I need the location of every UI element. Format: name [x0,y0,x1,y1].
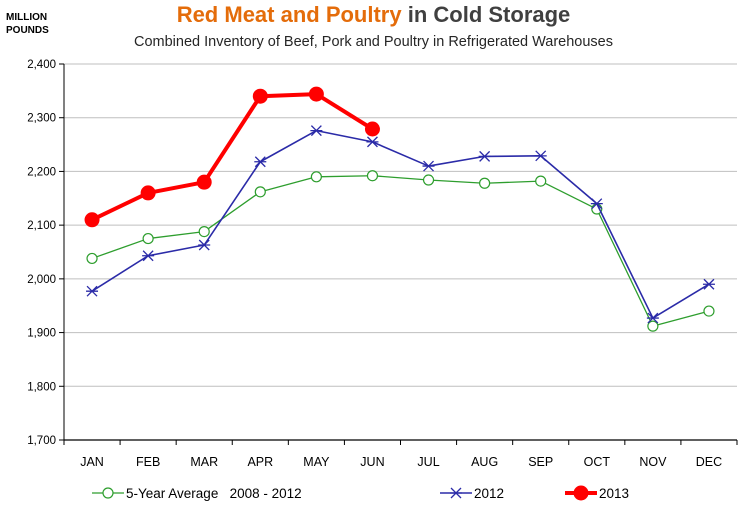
x-tick-label: FEB [136,455,160,469]
unit-line-2: POUNDS [6,25,49,36]
chart-title: Red Meat and Poultry in Cold Storage [0,2,747,28]
data-point-series-1 [254,156,267,168]
x-tick-label: MAR [190,455,218,469]
data-point-series-1 [702,278,715,290]
unit-line-1: MILLION [6,12,48,23]
y-tick-label: 2,200 [27,166,56,178]
y-axis-unit-label: MILLION POUNDS [6,11,60,37]
data-point-series-0 [310,171,322,183]
legend-marker [102,487,114,499]
data-point-series-1 [142,250,155,262]
x-tick-label: SEP [528,455,553,469]
data-point-series-2 [308,86,324,102]
data-point-series-0 [535,175,547,187]
data-point-series-2 [140,185,156,201]
data-point-series-2 [196,174,212,190]
data-point-series-1 [422,160,435,172]
legend-label: 5-Year Average 2008 - 2012 [126,486,302,501]
x-tick-label: JAN [80,455,104,469]
data-point-series-0 [366,170,379,182]
x-tick-label: JUL [417,455,439,469]
x-tick-label: DEC [696,455,722,469]
data-point-series-1 [590,198,603,210]
data-point-series-1 [366,136,379,148]
data-point-series-2 [364,121,380,137]
chart-subtitle: Combined Inventory of Beef, Pork and Pou… [133,34,614,50]
data-point-series-1 [310,125,323,137]
data-point-series-1 [86,285,99,297]
x-tick-label: OCT [584,455,611,469]
x-tick-label: NOV [639,455,667,469]
y-tick-label: 1,800 [27,381,56,393]
series-line-0 [91,175,710,327]
data-point-series-0 [422,174,435,186]
legend-label: 2012 [474,486,504,501]
y-tick-label: 1,900 [27,328,56,340]
series-line-2 [91,92,374,222]
data-point-series-0 [479,177,491,189]
y-tick-label: 1,700 [27,435,56,447]
data-point-series-1 [198,239,211,251]
data-point-series-0 [703,305,715,317]
data-point-series-1 [534,150,547,162]
y-tick-label: 2,000 [27,274,56,286]
y-tick-label: 2,400 [27,59,56,71]
data-point-series-0 [86,252,98,265]
data-point-series-0 [254,186,266,198]
data-point-series-1 [478,150,491,162]
legend-marker [450,487,462,499]
y-tick-label: 2,100 [27,220,56,232]
legend-marker [573,485,589,501]
data-point-series-0 [198,225,210,238]
x-tick-label: APR [247,455,273,469]
x-tick-label: MAY [303,455,330,469]
legend-label: 2013 [599,486,629,501]
data-point-series-2 [252,88,268,104]
data-point-series-1 [646,312,659,324]
data-point-series-2 [84,212,100,228]
series-line-1 [91,129,710,319]
title-rest: in Cold Storage [407,2,571,27]
x-tick-label: AUG [471,455,498,469]
data-point-series-0 [647,320,659,332]
data-point-series-0 [142,232,154,245]
x-tick-label: JUN [360,455,384,469]
title-highlight: Red Meat and Poultry [176,2,402,27]
y-tick-label: 2,300 [27,113,56,125]
